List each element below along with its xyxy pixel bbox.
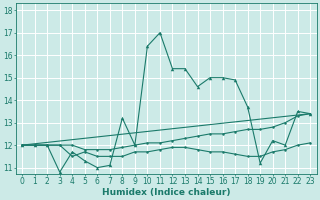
X-axis label: Humidex (Indice chaleur): Humidex (Indice chaleur) <box>102 188 230 197</box>
